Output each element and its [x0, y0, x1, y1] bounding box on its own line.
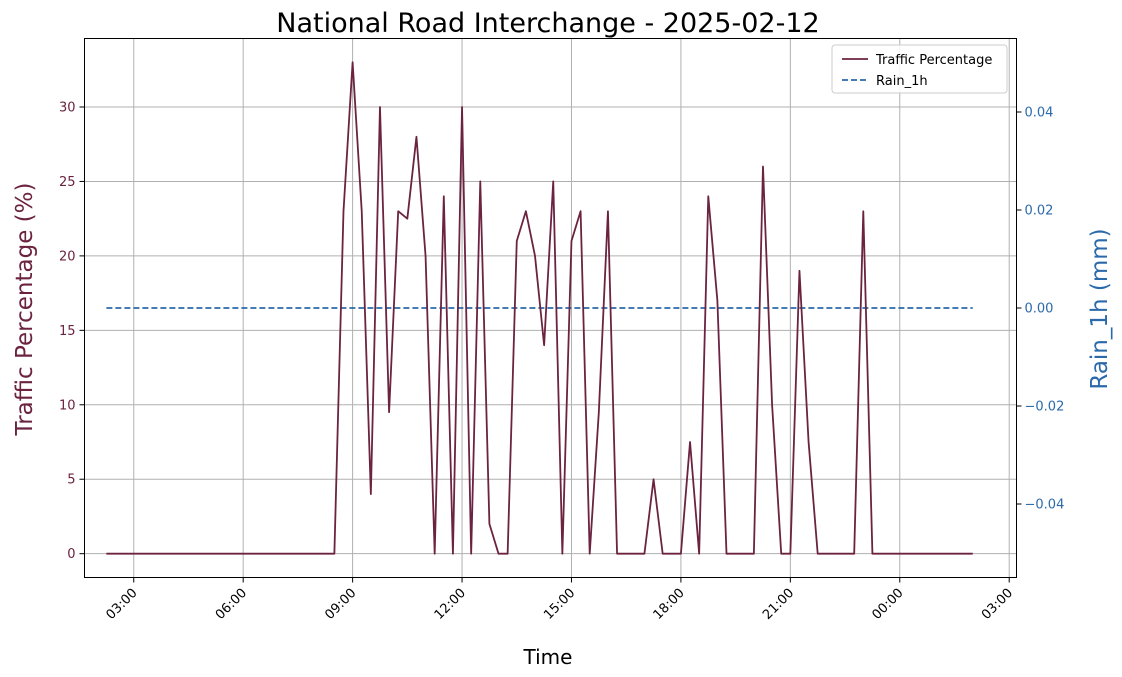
- y-right-tick-label: 0.00: [1025, 302, 1054, 317]
- x-tick-label: 09:00: [322, 586, 359, 623]
- traffic-line: [106, 61, 973, 555]
- grid-lines: [84, 38, 1017, 578]
- x-tick-label: 15:00: [541, 586, 578, 623]
- legend-rain-label: Rain_1h: [876, 74, 928, 89]
- y-left-tick-label: 20: [59, 249, 76, 264]
- y-axis-left: 0 5 10 15 20 25 30: [59, 100, 85, 562]
- x-tick-label: 21:00: [760, 586, 797, 623]
- y-left-tick-label: 0: [67, 547, 75, 562]
- y-left-tick-label: 30: [59, 100, 76, 115]
- y-right-tick-label: 0.02: [1025, 204, 1054, 219]
- traffic-series: [106, 61, 973, 555]
- legend-box: [831, 44, 1008, 94]
- y-right-tick-label: 0.04: [1025, 106, 1054, 121]
- y-axis-right: −0.04 −0.02 0.00 0.02 0.04: [1016, 106, 1065, 513]
- x-axis: 03:00 06:00 09:00 12:00 15:00 18:00 21:00 00:00…: [103, 577, 1016, 623]
- legend-traffic-label: Traffic Percentage: [875, 53, 992, 68]
- y-left-tick-label: 15: [59, 324, 76, 339]
- y-axis-left-label: Traffic Percentage (%): [12, 183, 38, 437]
- y-axis-right-label: Rain_1h (mm): [1087, 228, 1113, 389]
- legend: Traffic Percentage Rain_1h: [831, 44, 1008, 94]
- chart-title: National Road Interchange - 2025-02-12: [276, 8, 819, 39]
- x-tick-label: 12:00: [432, 586, 469, 623]
- x-tick-label: 03:00: [103, 586, 140, 623]
- y-right-tick-label: −0.02: [1025, 400, 1065, 415]
- x-axis-label: Time: [523, 645, 573, 669]
- x-tick-label: 00:00: [869, 586, 906, 623]
- y-left-tick-label: 10: [59, 398, 76, 413]
- x-tick-label: 03:00: [979, 586, 1016, 623]
- y-left-tick-label: 25: [59, 175, 76, 190]
- x-tick-label: 18:00: [651, 586, 688, 623]
- y-right-tick-label: −0.04: [1025, 498, 1065, 513]
- y-left-tick-label: 5: [67, 473, 75, 488]
- x-tick-label: 06:00: [213, 586, 250, 623]
